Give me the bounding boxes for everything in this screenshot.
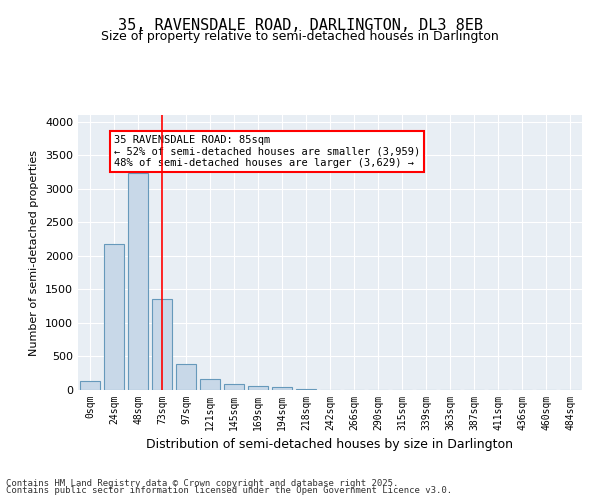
- Bar: [272, 388, 292, 390]
- Bar: [152, 300, 172, 390]
- Y-axis label: Number of semi-detached properties: Number of semi-detached properties: [29, 150, 40, 356]
- Text: Contains HM Land Registry data © Crown copyright and database right 2025.: Contains HM Land Registry data © Crown c…: [6, 478, 398, 488]
- Text: 35 RAVENSDALE ROAD: 85sqm
← 52% of semi-detached houses are smaller (3,959)
48% : 35 RAVENSDALE ROAD: 85sqm ← 52% of semi-…: [114, 135, 420, 168]
- Bar: [104, 244, 124, 390]
- Text: Contains public sector information licensed under the Open Government Licence v3: Contains public sector information licen…: [6, 486, 452, 495]
- Bar: [128, 174, 148, 390]
- Bar: [224, 384, 244, 390]
- Text: Size of property relative to semi-detached houses in Darlington: Size of property relative to semi-detach…: [101, 30, 499, 43]
- Text: 35, RAVENSDALE ROAD, DARLINGTON, DL3 8EB: 35, RAVENSDALE ROAD, DARLINGTON, DL3 8EB: [118, 18, 482, 32]
- X-axis label: Distribution of semi-detached houses by size in Darlington: Distribution of semi-detached houses by …: [146, 438, 514, 452]
- Bar: [248, 386, 268, 390]
- Bar: [200, 380, 220, 390]
- Bar: [176, 364, 196, 390]
- Bar: [80, 382, 100, 390]
